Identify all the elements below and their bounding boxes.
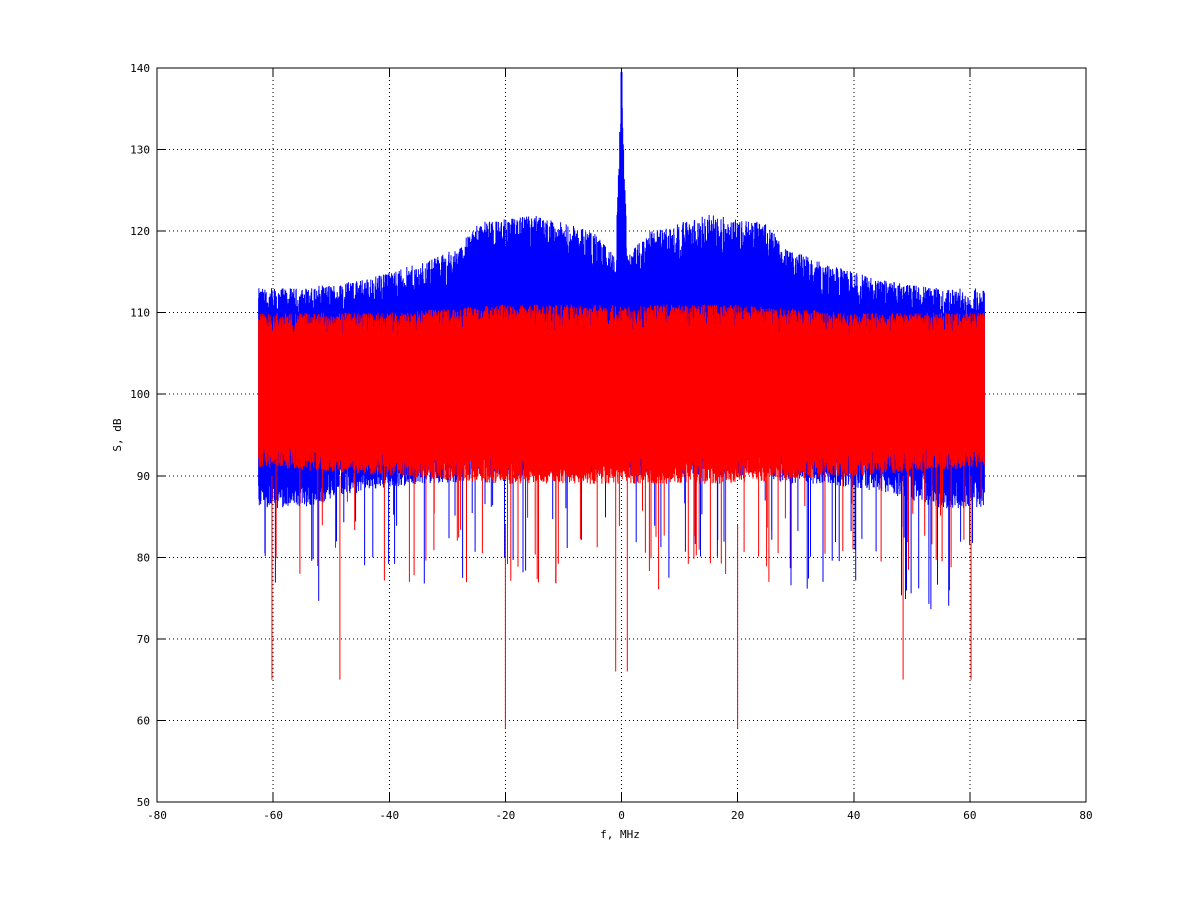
x-tick-label: 60 (963, 809, 976, 822)
x-tick-label: 20 (731, 809, 744, 822)
x-tick-label: -80 (147, 809, 167, 822)
x-tick-label: 40 (847, 809, 860, 822)
x-tick-label: -20 (495, 809, 515, 822)
y-tick-label: 90 (137, 470, 150, 483)
axes-layer: -80 -60 -40 -20 0 20 40 60 80 50 60 70 80 90 100 110 120… (130, 62, 1093, 822)
y-tick-label: 70 (137, 633, 150, 646)
y-tick-label: 50 (137, 796, 150, 809)
x-tick-label: 0 (618, 809, 625, 822)
y-tick-label: 80 (137, 551, 150, 564)
y-tick-label: 100 (130, 388, 150, 401)
x-tick-label: 80 (1079, 809, 1092, 822)
y-axis-label: S, dB (111, 418, 124, 451)
x-tick-label: -60 (263, 809, 283, 822)
x-tick-label: -40 (379, 809, 399, 822)
y-tick-label: 60 (137, 714, 150, 727)
y-tick-label: 140 (130, 62, 150, 75)
x-axis-label: f, MHz (600, 828, 640, 841)
series-1-trace (258, 304, 985, 590)
y-tick-label: 120 (130, 225, 150, 238)
y-tick-label: 130 (130, 144, 150, 157)
y-tick-label: 110 (130, 307, 150, 320)
data-layer (258, 72, 985, 729)
